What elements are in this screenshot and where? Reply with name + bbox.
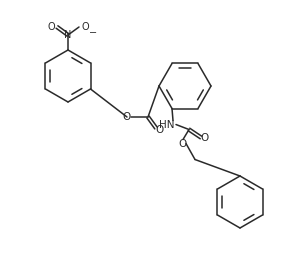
Text: O: O xyxy=(179,138,187,149)
Text: O: O xyxy=(47,22,55,32)
Text: −: − xyxy=(89,28,97,38)
Text: O: O xyxy=(81,22,89,32)
Text: O: O xyxy=(156,125,164,135)
Text: N: N xyxy=(64,30,72,40)
Text: O: O xyxy=(123,112,131,122)
Text: HN: HN xyxy=(159,120,175,130)
Text: O: O xyxy=(201,133,209,142)
